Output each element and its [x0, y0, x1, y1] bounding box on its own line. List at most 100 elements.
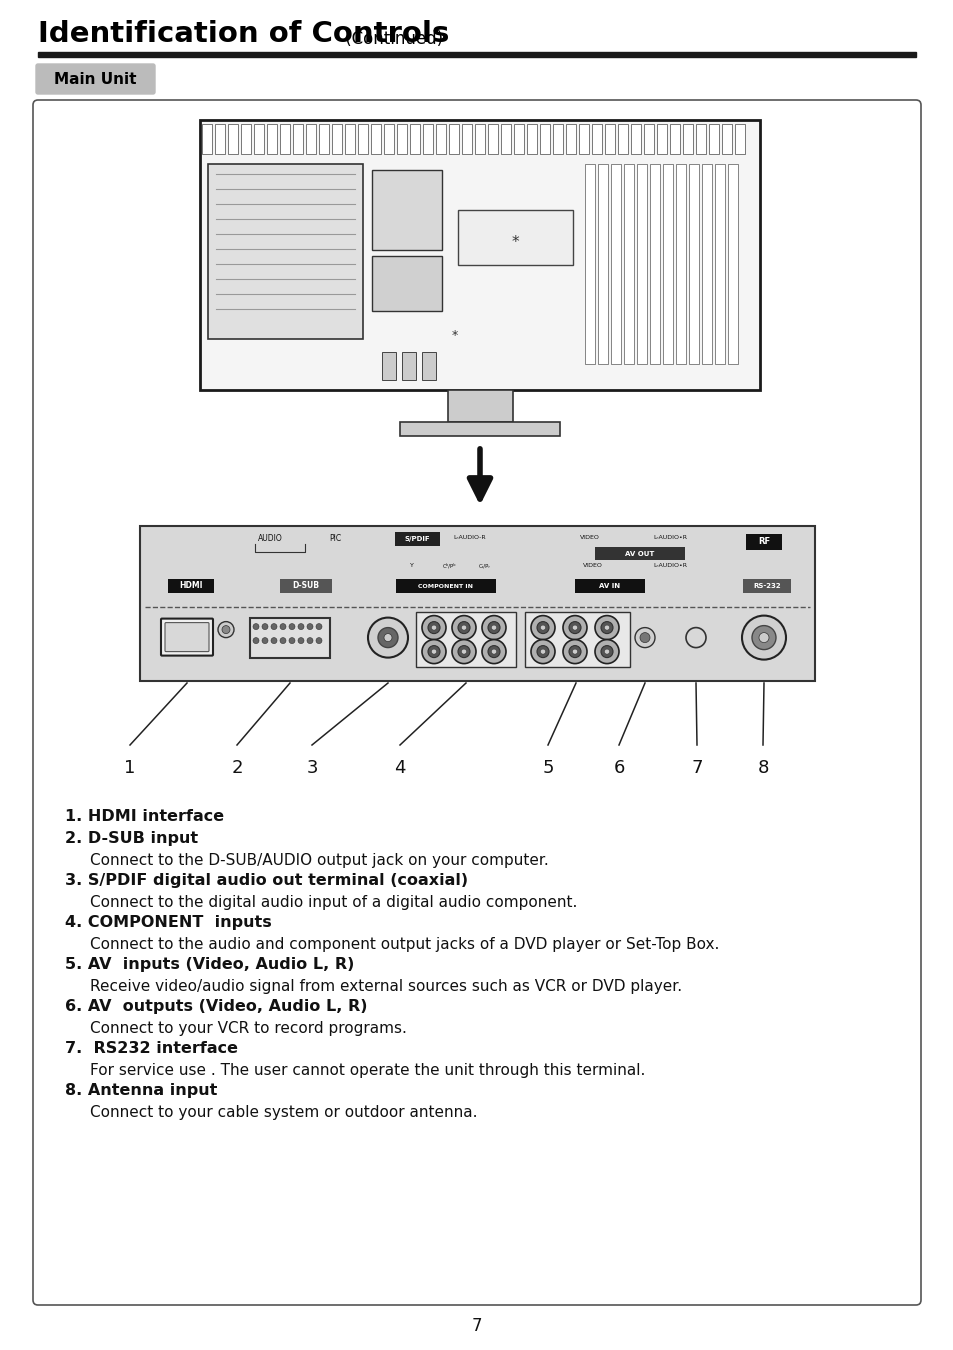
Bar [332, 124, 341, 154]
Bar [449, 124, 458, 154]
Bar [610, 163, 620, 364]
Bar [399, 423, 559, 436]
Bar [682, 124, 692, 154]
Bar [565, 124, 576, 154]
Bar [701, 163, 711, 364]
Text: Connect to the D-SUB/AUDIO output jack on your computer.: Connect to the D-SUB/AUDIO output jack o… [90, 853, 548, 868]
Circle shape [253, 637, 258, 644]
Bar [318, 124, 329, 154]
Circle shape [568, 621, 580, 633]
Text: 1. HDMI interface: 1. HDMI interface [65, 809, 224, 824]
Circle shape [600, 645, 613, 657]
Bar [575, 579, 644, 593]
Circle shape [452, 616, 476, 640]
Circle shape [262, 637, 268, 644]
Bar [708, 124, 719, 154]
Bar [595, 547, 684, 560]
Text: VIDEO: VIDEO [579, 535, 599, 540]
Text: Connect to your cable system or outdoor antenna.: Connect to your cable system or outdoor … [90, 1106, 477, 1120]
Bar [649, 163, 659, 364]
Text: 7: 7 [471, 1318, 482, 1335]
Circle shape [307, 624, 313, 629]
Text: 3: 3 [306, 759, 317, 778]
Bar [208, 163, 363, 339]
Bar [598, 163, 607, 364]
Bar [457, 211, 573, 265]
Bar [395, 579, 496, 593]
Circle shape [595, 640, 618, 664]
Bar [714, 163, 724, 364]
Circle shape [595, 616, 618, 640]
Text: 4. COMPONENT  inputs: 4. COMPONENT inputs [65, 915, 272, 930]
Circle shape [421, 640, 446, 664]
Circle shape [461, 625, 466, 630]
Circle shape [280, 637, 286, 644]
Text: 5: 5 [541, 759, 553, 778]
Bar [623, 163, 634, 364]
Text: COMPONENT IN: COMPONENT IN [418, 583, 473, 589]
Circle shape [481, 640, 505, 664]
Bar [280, 124, 290, 154]
Bar [371, 124, 380, 154]
Circle shape [428, 621, 439, 633]
Circle shape [218, 621, 233, 637]
Text: Connect to the audio and component output jacks of a DVD player or Set-Top Box.: Connect to the audio and component outpu… [90, 937, 719, 952]
Text: Receive video/audio signal from external sources such as VCR or DVD player.: Receive video/audio signal from external… [90, 979, 681, 994]
Text: 2. D-SUB input: 2. D-SUB input [65, 832, 198, 846]
Bar [526, 124, 537, 154]
Text: 5. AV  inputs (Video, Audio L, R): 5. AV inputs (Video, Audio L, R) [65, 957, 354, 972]
FancyBboxPatch shape [165, 622, 209, 652]
Text: 8: 8 [757, 759, 768, 778]
Bar [524, 612, 629, 667]
Bar [669, 124, 679, 154]
Text: Cᵣ/Pᵣ: Cᵣ/Pᵣ [478, 563, 491, 568]
Circle shape [604, 625, 609, 630]
Bar [630, 124, 640, 154]
Circle shape [222, 625, 230, 633]
Text: AV IN: AV IN [598, 583, 619, 589]
Bar [396, 124, 407, 154]
Circle shape [481, 616, 505, 640]
Circle shape [457, 621, 470, 633]
Bar [539, 124, 550, 154]
Circle shape [604, 649, 609, 655]
Text: L-AUDIO•R: L-AUDIO•R [652, 535, 686, 540]
Bar [643, 124, 654, 154]
Circle shape [289, 637, 294, 644]
Bar [604, 124, 615, 154]
Bar [280, 579, 332, 593]
Bar [688, 163, 699, 364]
Bar [676, 163, 685, 364]
Bar [293, 124, 303, 154]
Circle shape [452, 640, 476, 664]
Circle shape [685, 628, 705, 648]
Text: Connect to the digital audio input of a digital audio component.: Connect to the digital audio input of a … [90, 895, 577, 910]
Text: Y: Y [410, 563, 414, 568]
Bar [436, 124, 446, 154]
Bar [584, 163, 595, 364]
Bar [421, 352, 436, 379]
Circle shape [421, 616, 446, 640]
Text: 7: 7 [691, 759, 702, 778]
Bar [357, 124, 368, 154]
Circle shape [741, 616, 785, 660]
Circle shape [537, 621, 548, 633]
Text: RS-232: RS-232 [753, 583, 780, 589]
Bar [372, 256, 441, 310]
Bar [202, 124, 212, 154]
Text: VIDEO: VIDEO [582, 563, 602, 568]
Circle shape [431, 649, 436, 655]
Bar [592, 124, 601, 154]
Bar [514, 124, 523, 154]
Bar [250, 617, 330, 657]
Circle shape [540, 625, 545, 630]
Circle shape [600, 621, 613, 633]
Circle shape [568, 645, 580, 657]
Bar [253, 124, 264, 154]
Bar [696, 124, 705, 154]
Text: 4: 4 [394, 759, 405, 778]
Circle shape [315, 624, 322, 629]
Text: 1: 1 [124, 759, 135, 778]
Circle shape [262, 624, 268, 629]
Text: Identification of Controls: Identification of Controls [38, 20, 449, 49]
